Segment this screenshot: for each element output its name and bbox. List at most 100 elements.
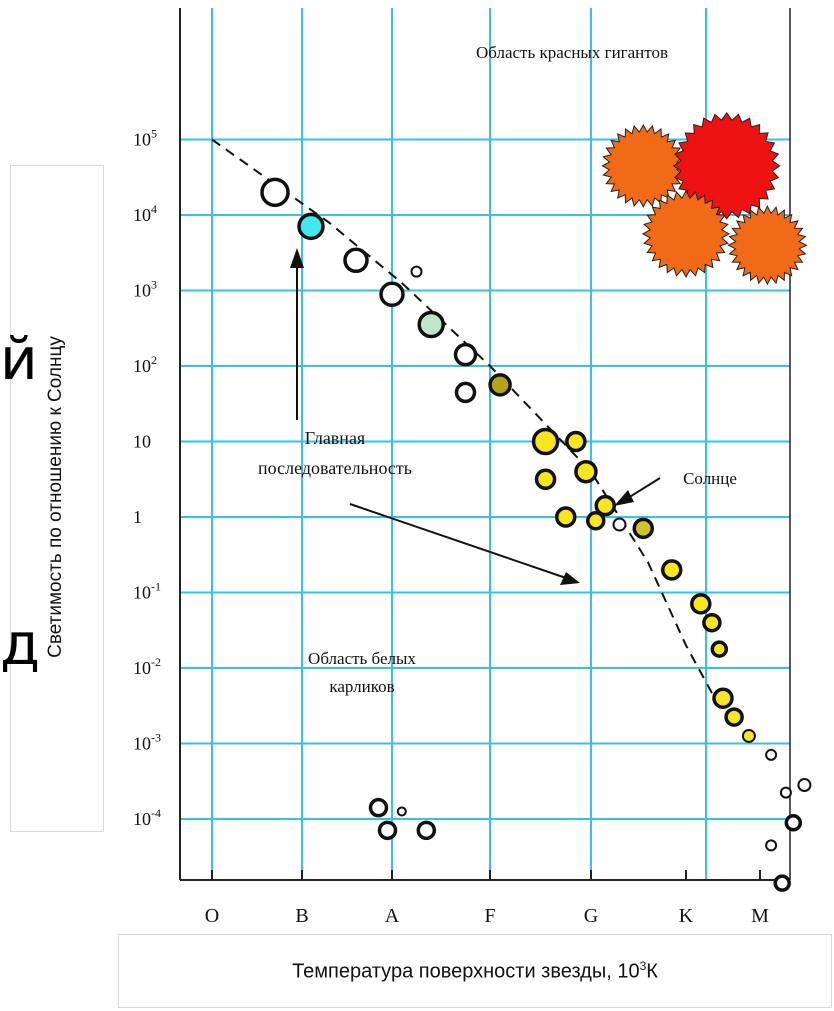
main-sequence-star	[586, 511, 606, 531]
stray-glyph-bottom: д	[0, 610, 41, 678]
arrow-to-main-sequence-up	[290, 248, 304, 420]
white-dwarfs-label-line2: карликов	[329, 677, 394, 696]
y-tick-exponent: 4	[151, 202, 157, 216]
x-axis-label-main: Температура поверхности звезды, 10	[292, 960, 640, 983]
main-sequence-label-line2: последовательность	[258, 458, 412, 478]
chart-axes	[179, 8, 791, 881]
white-dwarfs-group	[368, 797, 437, 841]
y-tick-label: 10-3	[133, 731, 161, 754]
main-sequence-star	[765, 748, 778, 761]
red-giant-star	[641, 189, 731, 278]
main-sequence-curve	[211, 138, 724, 714]
y-tick-label: 103	[133, 278, 157, 301]
main-sequence-star	[712, 687, 734, 709]
x-category-label: O	[205, 905, 219, 927]
main-sequence-stars	[260, 177, 812, 892]
x-category-label: F	[484, 905, 495, 927]
main-sequence-star	[612, 517, 627, 532]
white-dwarf-star	[416, 820, 437, 841]
main-sequence-star	[297, 212, 325, 241]
y-tick-base: 10	[133, 734, 151, 754]
y-tick-exponent: -1	[151, 580, 161, 594]
x-axis-label-exponent: 3	[639, 959, 647, 973]
main-sequence-star	[724, 707, 744, 727]
main-sequence-star	[574, 459, 598, 484]
x-axis-label-unit: К	[646, 960, 658, 983]
main-sequence-star	[343, 247, 369, 274]
main-sequence-star	[453, 342, 478, 367]
arrow-to-sun	[614, 477, 661, 506]
y-axis-label: Светимость по отношению к Солнцу	[45, 336, 66, 658]
main-sequence-star	[488, 373, 512, 397]
red-giants-label: Область красных гигантов	[476, 43, 668, 62]
x-category-label: B	[295, 905, 308, 927]
main-sequence-star	[565, 430, 587, 453]
y-tick-label: 1	[133, 507, 142, 527]
y-tick-label: 102	[133, 353, 157, 376]
y-tick-exponent: -2	[151, 655, 161, 669]
x-category-label: G	[584, 905, 598, 927]
arrow-to-main-sequence-down	[349, 503, 580, 585]
white-dwarf-star	[377, 820, 398, 841]
red-giant-star	[672, 112, 781, 220]
x-category-label: M	[751, 905, 769, 927]
main-sequence-star	[417, 310, 445, 339]
main-sequence-star	[784, 814, 803, 832]
y-axis-label-box	[10, 165, 104, 832]
red-giant-star	[601, 123, 686, 208]
main-sequence-label-line1: Главная	[305, 428, 365, 448]
y-tick-base: 10	[133, 356, 151, 376]
y-tick-base: 10	[133, 809, 151, 829]
red-giants-group	[601, 112, 808, 286]
y-tick-label: 10-4	[133, 806, 161, 829]
main-sequence-star	[741, 728, 756, 743]
y-tick-label: 10	[133, 432, 151, 452]
main-sequence-star	[661, 559, 683, 581]
white-dwarf-star	[396, 806, 407, 817]
y-tick-exponent: 3	[151, 278, 157, 292]
main-sequence-star	[555, 506, 577, 528]
main-sequence-star	[454, 381, 477, 404]
stray-glyph-top: й	[0, 325, 38, 393]
x-axis-label: Температура поверхности звезды, 103К	[119, 959, 831, 984]
main-sequence-star	[410, 265, 423, 278]
y-tick-base: 10	[133, 130, 151, 150]
y-tick-base: 10	[133, 281, 151, 301]
y-tick-label: 104	[133, 202, 157, 225]
main-sequence-star	[534, 468, 557, 490]
x-category-label: A	[385, 905, 400, 927]
main-sequence-star	[779, 786, 792, 799]
x-category-label: K	[679, 905, 694, 927]
y-tick-label: 10-1	[133, 580, 161, 603]
white-dwarf-star	[368, 797, 389, 818]
y-tick-exponent: -3	[151, 731, 161, 745]
sun-label: Солнце	[683, 469, 737, 488]
main-sequence-star	[690, 593, 712, 615]
y-tick-label: 10-2	[133, 655, 161, 678]
x-axis-label-box: Температура поверхности звезды, 103К	[118, 934, 832, 1008]
y-tick-base: 10	[133, 658, 151, 678]
main-sequence-star	[594, 494, 616, 517]
annotations: Область красных гигантов Главная последо…	[258, 43, 737, 696]
y-tick-base: 10	[133, 583, 151, 603]
main-sequence-star	[260, 177, 290, 208]
y-tick-base: 10	[133, 205, 151, 225]
y-tick-exponent: 5	[151, 127, 157, 141]
y-tick-base: 1	[133, 507, 142, 527]
y-tick-base: 10	[133, 432, 151, 452]
main-sequence-star	[773, 874, 791, 892]
red-giant-star	[727, 205, 808, 286]
main-sequence-star	[531, 427, 560, 456]
y-tick-exponent: 2	[151, 353, 157, 367]
main-sequence-star	[797, 778, 812, 793]
y-tick-exponent: -4	[151, 806, 161, 820]
white-dwarfs-label-line1: Область белых	[308, 649, 416, 668]
main-sequence-star	[765, 839, 778, 852]
main-sequence-line	[211, 138, 724, 714]
main-sequence-star	[632, 517, 654, 540]
y-tick-label: 105	[133, 127, 157, 150]
main-sequence-star	[710, 640, 729, 658]
